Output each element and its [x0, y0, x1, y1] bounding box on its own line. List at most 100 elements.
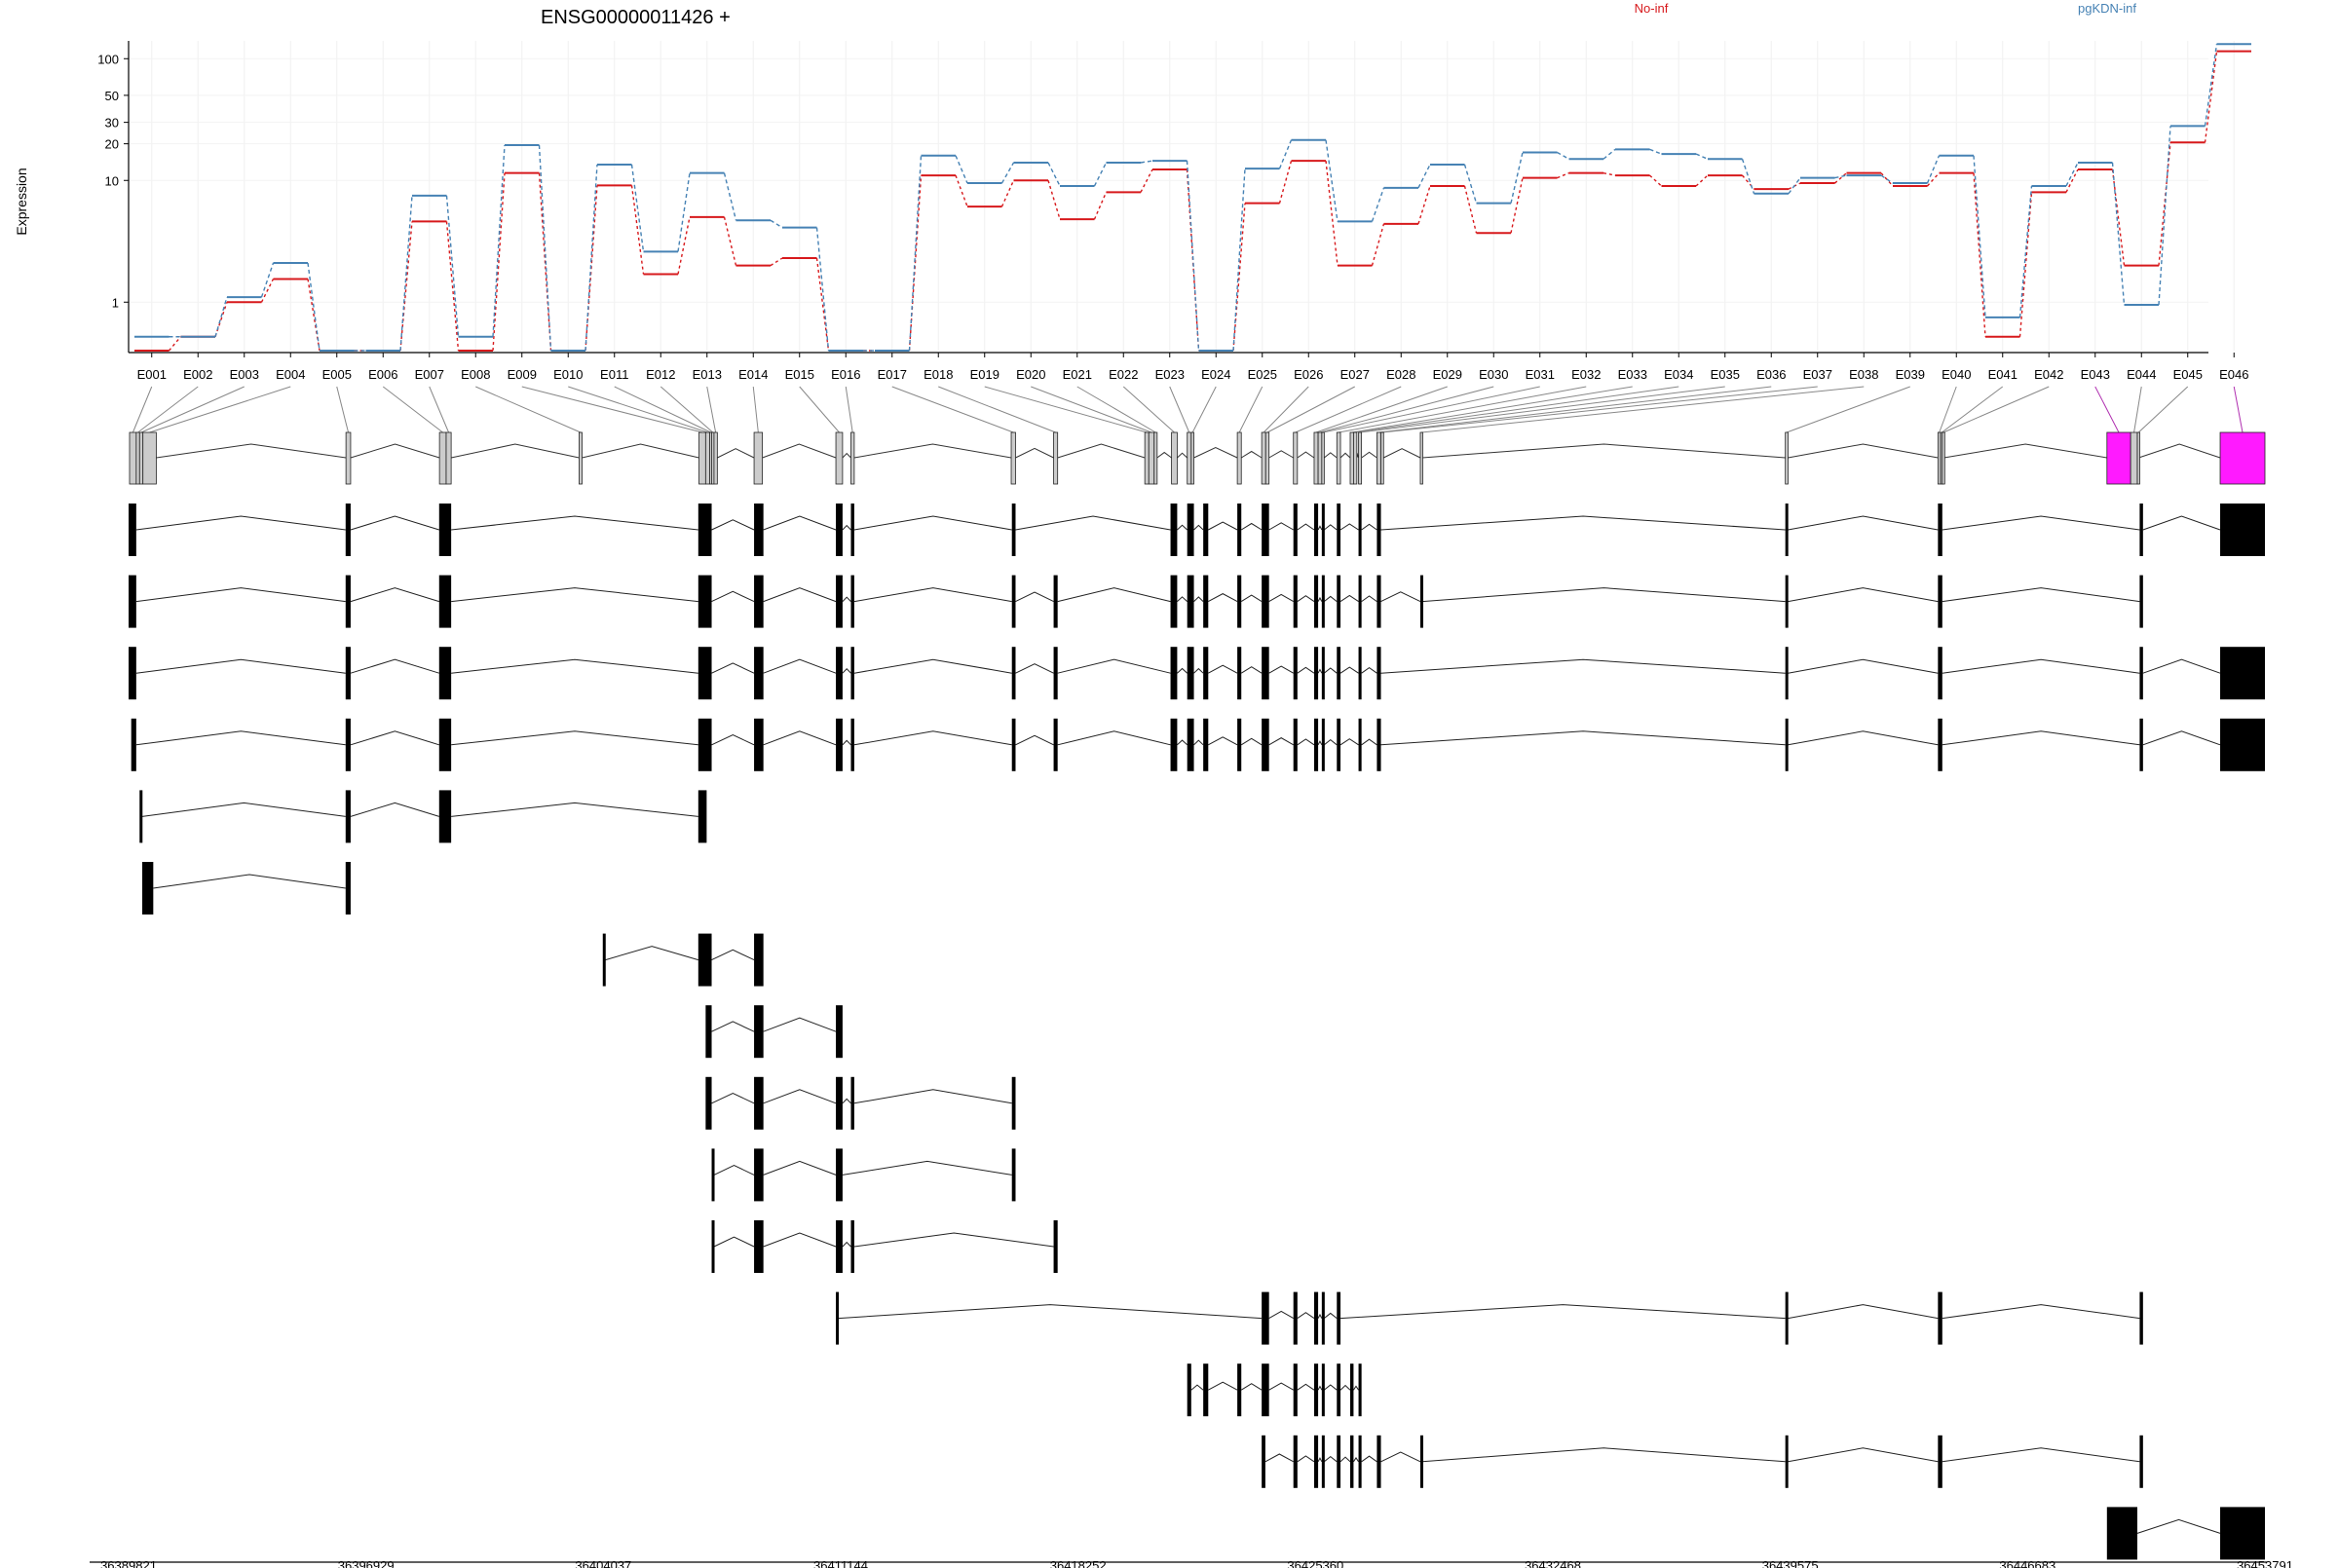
transcript-exon [1376, 504, 1381, 556]
exon-model-block [1785, 431, 1789, 485]
transcript-intron [1323, 667, 1338, 674]
transcript-intron [1361, 595, 1377, 603]
transcript-exon [1293, 647, 1298, 700]
exon-model-block [1937, 431, 1942, 485]
transcript-exon [1313, 1291, 1319, 1345]
y-tick-label: 10 [105, 173, 119, 188]
transcript-exon [754, 1005, 764, 1059]
transcript-intron [1240, 522, 1263, 531]
transcript-exon [754, 1220, 764, 1273]
transcript-exon [1337, 1291, 1341, 1345]
exon-model-block [1317, 431, 1323, 485]
transcript-exon [1262, 504, 1269, 556]
transcript-exon [438, 790, 452, 843]
transcript-intron [350, 658, 439, 674]
transcript-intron [1297, 738, 1315, 746]
series-line-segment [955, 155, 968, 184]
transcript-exon [1237, 504, 1242, 556]
x-tick-label: E009 [508, 367, 537, 382]
exon-connector [568, 386, 708, 433]
intron-line [582, 443, 699, 459]
exon-connector [1942, 386, 2004, 433]
transcript-intron [842, 1098, 851, 1104]
transcript-exon [836, 1076, 843, 1130]
transcript-intron [842, 739, 851, 746]
series-line-segment [1649, 148, 1662, 155]
x-tick-label: E003 [230, 367, 259, 382]
y-tick-label: 30 [105, 116, 119, 131]
series-line-segment [2204, 51, 2218, 143]
transcript-exon [1337, 575, 1341, 628]
transcript-exon [1187, 718, 1194, 771]
transcript-exon [850, 718, 854, 771]
transcript-intron [1240, 737, 1263, 746]
x-tick-label: E029 [1433, 367, 1462, 382]
transcript-exon [1376, 718, 1381, 771]
series-line-segment [1093, 192, 1108, 220]
transcript-exon [1293, 1435, 1298, 1488]
transcript-intron [1193, 596, 1204, 602]
series-line-segment [1417, 164, 1431, 189]
transcript-intron [1193, 667, 1204, 674]
transcript-exon [1785, 575, 1789, 628]
series-line-segment [1695, 174, 1709, 187]
transcript-intron [350, 587, 439, 603]
series-line-segment [1603, 171, 1616, 176]
exon-model-block [579, 431, 583, 485]
y-tick-label: 50 [105, 89, 119, 103]
exon-model-block [2130, 431, 2138, 485]
exon-connector [2094, 386, 2120, 433]
exon-connector [2233, 386, 2244, 433]
transcript-exon [836, 1220, 843, 1273]
transcript-intron [135, 587, 346, 603]
transcript-intron [1208, 521, 1238, 531]
transcript-intron [1317, 596, 1323, 602]
transcript-exon [129, 504, 136, 556]
y-tick-label: 20 [105, 137, 119, 152]
exon-connector [1122, 386, 1175, 433]
exon-model-block [2106, 431, 2131, 485]
exon-connector [1191, 386, 1217, 433]
transcript-exon [836, 1005, 843, 1059]
transcript-intron [763, 515, 837, 531]
transcript-intron [1268, 1382, 1294, 1391]
transcript-exon [1337, 647, 1341, 700]
transcript-intron [1317, 525, 1323, 531]
intron-line [853, 443, 1012, 459]
series-line-segment [1417, 185, 1431, 225]
transcript-exon [1262, 1363, 1269, 1417]
transcript-exon [850, 1220, 854, 1273]
transcript-intron [1339, 666, 1359, 674]
transcript-exon [711, 1220, 715, 1273]
transcript-intron [1317, 740, 1323, 746]
transcript-intron [1339, 1456, 1351, 1463]
transcript-exon [1785, 718, 1789, 771]
exon-model-block [1053, 431, 1059, 485]
transcript-exon [2139, 1435, 2143, 1488]
transcript-exon [1313, 718, 1319, 771]
legend-entry-no-inf: No-inf [1635, 1, 1669, 16]
transcript-intron [350, 515, 439, 531]
genomic-tick-label: 36418252 [1050, 1558, 1107, 1568]
exon-model-block [850, 431, 855, 485]
exon-connector [891, 386, 1014, 433]
transcript-exon [438, 575, 452, 628]
genomic-tick-label: 36446683 [1999, 1558, 2055, 1568]
series-line-segment [1186, 161, 1200, 352]
transcript-exon [1321, 647, 1325, 700]
transcript-exon [1358, 1363, 1362, 1417]
genomic-tick-label: 36411144 [813, 1558, 868, 1568]
transcript-exon [1376, 1435, 1381, 1488]
transcript-tracks [129, 504, 2265, 1560]
series-line-segment [1926, 155, 1941, 184]
transcript-intron [1323, 738, 1338, 746]
exon-connector [1169, 386, 1190, 433]
transcript-intron [1193, 524, 1204, 531]
series-line-segment [214, 296, 228, 337]
transcript-intron [2142, 658, 2221, 674]
transcript-exon [1170, 575, 1178, 628]
series-line-segment [2204, 44, 2218, 127]
intron-line [1193, 447, 1238, 459]
transcript-intron [763, 658, 837, 674]
series-line-segment [445, 195, 460, 337]
